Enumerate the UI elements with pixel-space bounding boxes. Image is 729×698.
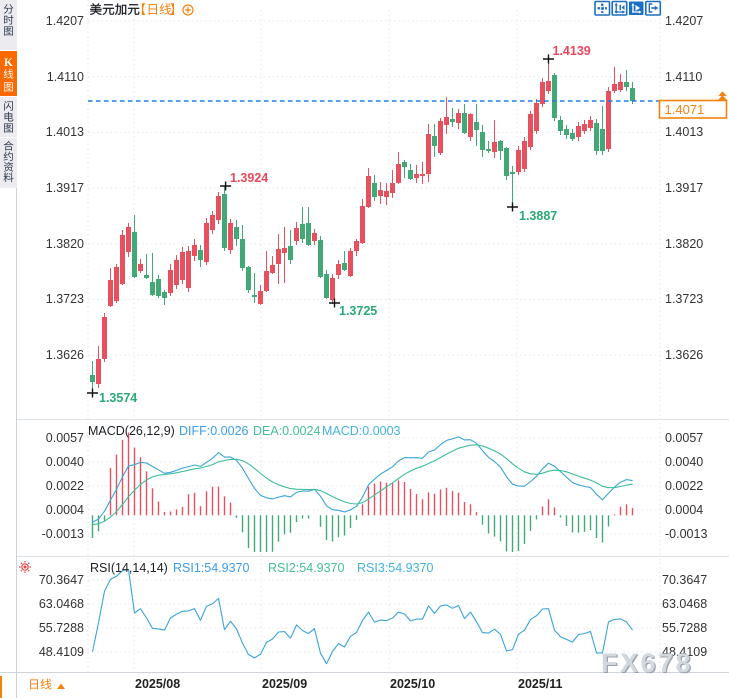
svg-text:K: K (4, 57, 13, 69)
